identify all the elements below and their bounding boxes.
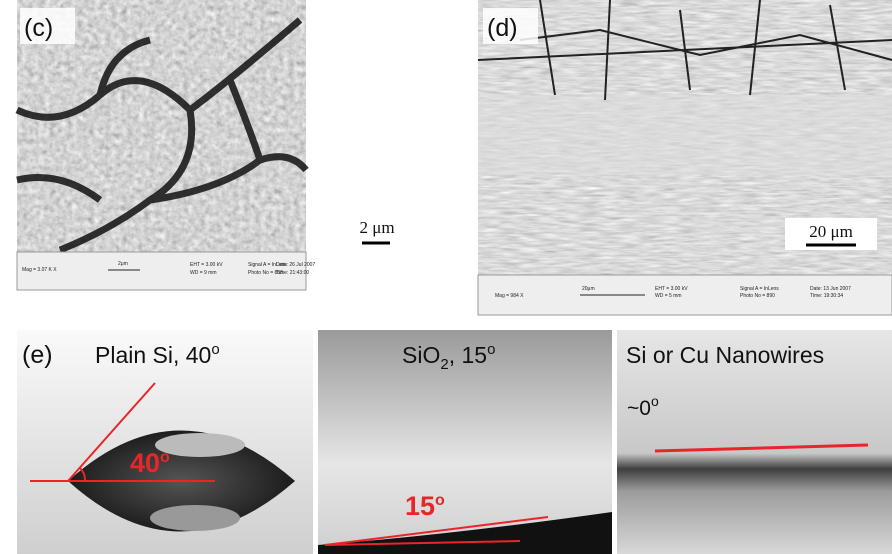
panel-label: (c)	[24, 14, 53, 42]
info-bar	[477, 274, 892, 316]
info-text: 2μm	[118, 261, 128, 267]
info-text: Photo No = 858	[248, 270, 283, 276]
info-text: Date: 26 Jul 2007	[276, 262, 315, 268]
subscript: 2	[440, 356, 448, 373]
angle-value: 15	[405, 491, 435, 521]
info-text: WD = 5 mm	[655, 293, 682, 299]
label-bg	[483, 8, 538, 44]
title-text: , 15	[449, 342, 487, 368]
panel-c: Mag = 3.07 K X 2μm EHT = 3.00 kV WD = 9 …	[15, 0, 420, 291]
highlight	[150, 505, 240, 531]
info-text: Mag = 984 X	[495, 293, 524, 299]
degree: o	[651, 393, 659, 409]
panel-title: Plain Si, 40o	[95, 341, 220, 368]
cross-section	[478, 95, 892, 175]
info-text: Mag = 3.07 K X	[22, 267, 57, 273]
angle-value: ~0	[627, 397, 651, 420]
panel-title: SiO2, 15o	[402, 341, 495, 373]
crack	[15, 17, 309, 254]
tangent	[324, 516, 549, 546]
title-text: SiO	[402, 342, 440, 368]
degree: o	[435, 492, 445, 509]
scale-label: 20 μm	[809, 222, 853, 241]
angle-label: ~0o	[627, 393, 659, 420]
panel-label: (e)	[22, 341, 53, 369]
info-text: 20μm	[582, 286, 595, 292]
info-text: Photo No = 890	[740, 293, 775, 299]
label-bg	[20, 8, 75, 44]
angle-label: 40o	[130, 448, 170, 478]
info-text: Signal A = InLens	[740, 286, 779, 292]
info-text: Signal A = InLens	[248, 262, 287, 268]
info-text: WD = 9 mm	[190, 270, 217, 276]
degree: o	[160, 449, 170, 466]
angle-arc	[79, 467, 87, 482]
info-text: Time: 19:30:34	[810, 293, 843, 299]
panel-e: 40o (e) Plain Si, 40o 15o SiO2, 15o Si o…	[17, 330, 892, 554]
title-text: Plain Si, 40	[95, 342, 211, 368]
info-text: Date: 13 Jun 2007	[810, 286, 851, 292]
degree: o	[487, 341, 495, 358]
panel-label: (d)	[487, 14, 518, 42]
panel-d: Mag = 984 X 20μm EHT = 3.00 kV WD = 5 mm…	[477, 0, 892, 316]
angle-value: 40	[130, 448, 160, 478]
panel-title: Si or Cu Nanowires	[626, 342, 824, 368]
scale-label: 2 μm	[359, 218, 394, 237]
baseline	[654, 443, 869, 453]
info-text: EHT = 3.00 kV	[190, 262, 223, 268]
info-bar	[16, 251, 307, 291]
info-text: Time: 21:43:00	[276, 270, 309, 276]
photo-sio2	[318, 330, 612, 554]
crack	[477, 0, 892, 101]
angle-label: 15o	[405, 491, 445, 521]
info-text: EHT = 3.00 kV	[655, 286, 688, 292]
tangent	[67, 382, 156, 482]
degree: o	[211, 341, 219, 358]
highlight	[155, 433, 245, 457]
photo-nanowires	[617, 330, 892, 554]
baseline	[324, 540, 521, 546]
